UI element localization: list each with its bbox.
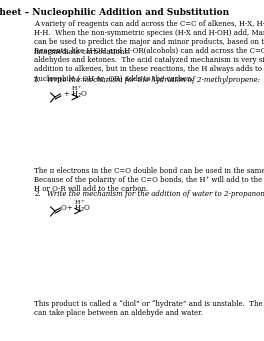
Text: A variety of reagents can add across the C=C of alkenes, H-X, H-OH, Br-Br and
H-: A variety of reagents can add across the… <box>34 20 264 56</box>
Text: Reagents, like H-OH and H-OR(alcohols) can add across the C=O bond of
aldehydes : Reagents, like H-OH and H-OR(alcohols) c… <box>34 47 264 83</box>
Text: + H$_2$O: + H$_2$O <box>63 90 88 100</box>
Text: H$^+$: H$^+$ <box>72 84 83 93</box>
Text: The π electrons in the C=O double bond can be used in the same way.
Because of t: The π electrons in the C=O double bond c… <box>34 167 264 193</box>
Text: 2.: 2. <box>34 190 40 198</box>
Text: This product is called a “diol” or “hydrate” and is unstable.  The same reaction: This product is called a “diol” or “hydr… <box>34 300 264 317</box>
Text: Write the mechanism for the hydration of 2-methylpropene:: Write the mechanism for the hydration of… <box>47 76 260 84</box>
Text: Write the mechanism for the addition of water to 2-propanone:: Write the mechanism for the addition of … <box>47 190 264 198</box>
Text: Worksheet – Nucleophilic Addition and Substitution: Worksheet – Nucleophilic Addition and Su… <box>0 8 229 17</box>
Text: + H$_2$O: + H$_2$O <box>65 204 91 214</box>
Text: H$^+$: H$^+$ <box>74 198 86 207</box>
Text: O: O <box>61 204 67 212</box>
Text: 1.: 1. <box>34 76 40 84</box>
